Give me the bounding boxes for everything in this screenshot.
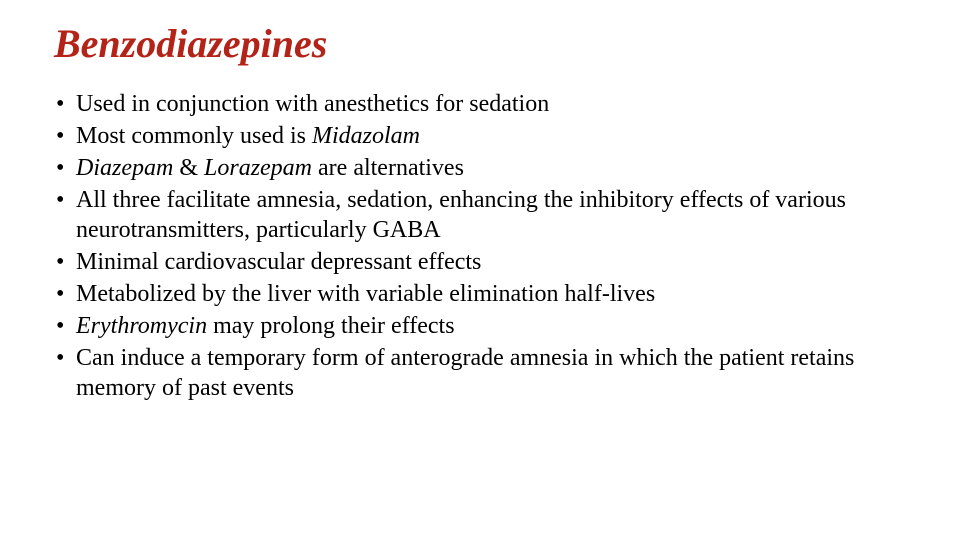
list-item: All three facilitate amnesia, sedation, … xyxy=(54,185,906,245)
list-item: Erythromycin may prolong their effects xyxy=(54,311,906,341)
list-item: Diazepam & Lorazepam are alternatives xyxy=(54,153,906,183)
bullet-list: Used in conjunction with anesthetics for… xyxy=(54,89,906,403)
list-item: Metabolized by the liver with variable e… xyxy=(54,279,906,309)
list-item: Used in conjunction with anesthetics for… xyxy=(54,89,906,119)
list-item: Most commonly used is Midazolam xyxy=(54,121,906,151)
list-item: Can induce a temporary form of anterogra… xyxy=(54,343,906,403)
list-item: Minimal cardiovascular depressant effect… xyxy=(54,247,906,277)
slide: Benzodiazepines Used in conjunction with… xyxy=(0,0,960,425)
slide-title: Benzodiazepines xyxy=(54,20,906,67)
